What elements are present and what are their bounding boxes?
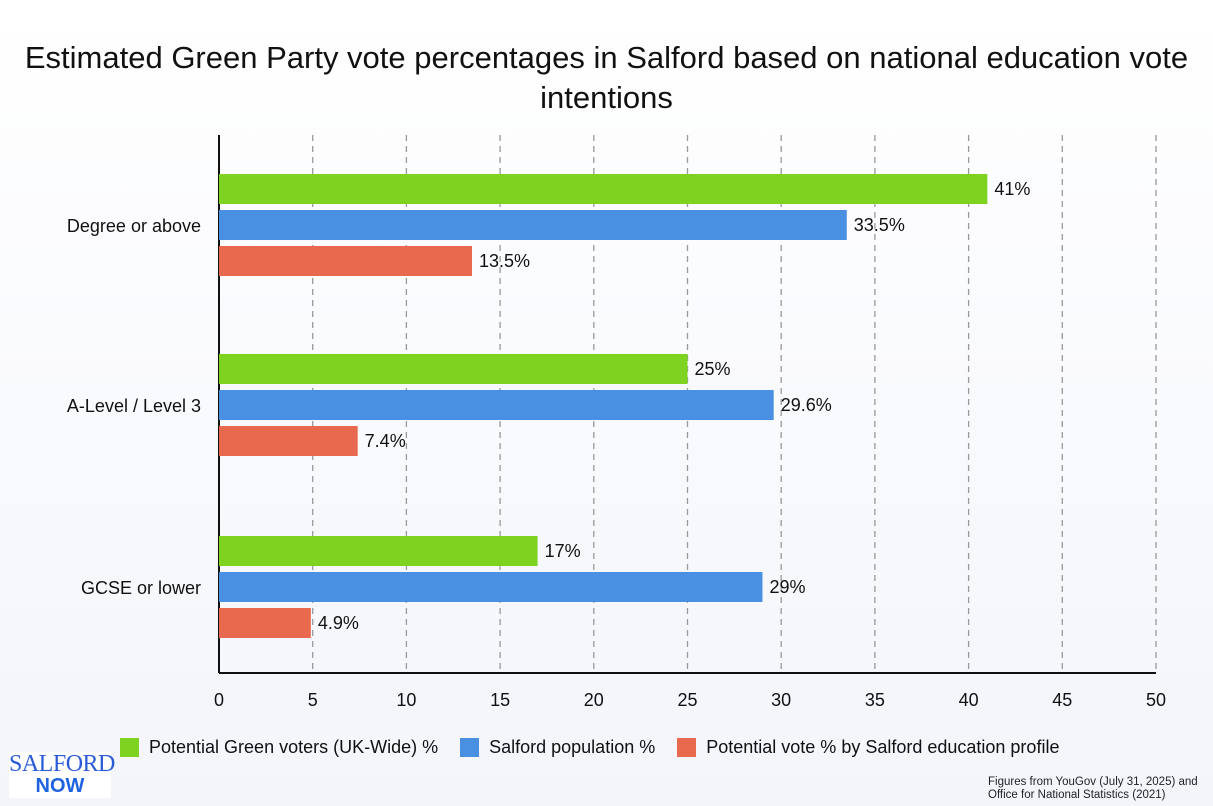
x-tick-label: 45 — [1052, 690, 1072, 710]
legend-swatch — [677, 738, 697, 757]
x-tick-label: 0 — [214, 690, 224, 710]
legend-label: Potential vote % by Salford education pr… — [706, 737, 1060, 757]
bar — [219, 390, 774, 420]
data-label: 13.5% — [479, 251, 530, 271]
data-label: 41% — [994, 179, 1030, 199]
x-tick-label: 20 — [584, 690, 604, 710]
bar — [219, 608, 311, 638]
data-label: 25% — [695, 359, 731, 379]
legend-label: Potential Green voters (UK-Wide) % — [149, 737, 439, 757]
category-label: Degree or above — [67, 216, 201, 236]
chart-title: Estimated Green Party vote percentages i… — [24, 40, 1189, 115]
legend: Potential Green voters (UK-Wide) % Salfo… — [120, 737, 1059, 758]
bar — [219, 572, 763, 602]
x-tick-label: 25 — [677, 690, 697, 710]
legend-label: Salford population % — [489, 737, 656, 757]
logo-line2: NOW — [35, 775, 85, 797]
salford-now-logo: SALFORD NOW — [9, 751, 115, 798]
x-tick-label: 40 — [959, 690, 979, 710]
legend-swatch — [460, 738, 480, 757]
x-tick-label: 35 — [865, 690, 885, 710]
legend-item: Potential vote % by Salford education pr… — [677, 737, 1059, 758]
x-tick-label: 10 — [396, 690, 416, 710]
data-label: 29% — [769, 577, 805, 597]
x-tick-label: 30 — [771, 690, 791, 710]
bar — [219, 426, 358, 456]
bar — [219, 536, 538, 566]
legend-item: Potential Green voters (UK-Wide) % — [120, 737, 438, 758]
x-tick-label: 50 — [1146, 690, 1166, 710]
data-label: 17% — [545, 541, 581, 561]
footnote-line2: Office for National Statistics (2021) — [988, 789, 1166, 801]
bar — [219, 246, 472, 276]
x-tick-label: 15 — [490, 690, 510, 710]
data-label: 29.6% — [781, 395, 832, 415]
footnote-line1: Figures from YouGov (July 31, 2025) and — [988, 776, 1198, 788]
data-label: 4.9% — [318, 613, 359, 633]
data-label: 33.5% — [854, 215, 905, 235]
category-label: A-Level / Level 3 — [67, 396, 201, 416]
source-footnote: Figures from YouGov (July 31, 2025) and … — [988, 776, 1198, 802]
legend-swatch — [120, 738, 139, 757]
x-tick-label: 5 — [308, 690, 318, 710]
category-label: GCSE or lower — [81, 578, 201, 598]
logo-line1: SALFORD — [9, 751, 115, 777]
data-label: 7.4% — [365, 431, 406, 451]
bar — [219, 354, 688, 384]
bar — [219, 210, 847, 240]
bar — [219, 174, 988, 204]
legend-item: Salford population % — [460, 737, 655, 758]
bar-chart: 0 5 10 15 20 25 30 35 40 45 50 Degree or above 41% 33… — [67, 135, 1166, 710]
